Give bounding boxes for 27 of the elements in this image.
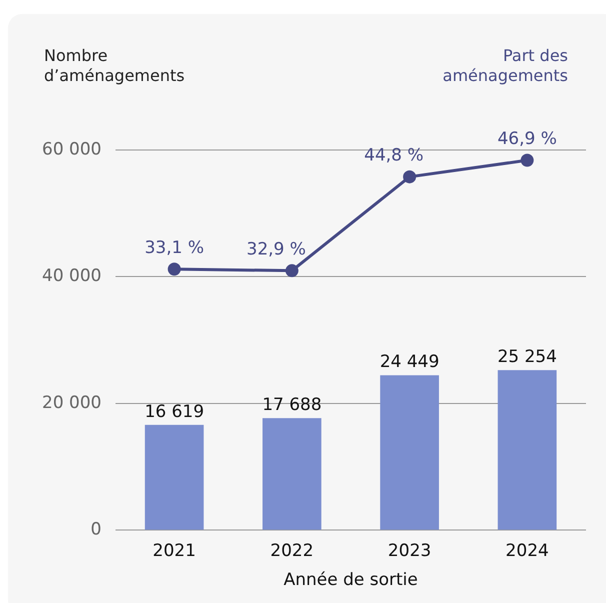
point [520,154,534,167]
y-tick-label: 40 000 [42,266,102,286]
point [403,170,416,184]
y-tick-label: 60 000 [42,139,102,160]
x-tick-label: 2023 [388,540,432,561]
x-tick-label: 2024 [506,540,549,561]
bar [498,370,557,530]
point [168,262,181,276]
data-label: 44,8 % [364,146,424,166]
y2-axis-title: Part des aménagements [442,46,568,86]
data-label: 33,1 % [144,238,204,258]
x-tick-label: 2021 [152,540,196,561]
data-label: 46,9 % [497,129,557,150]
y-axis-title: Nombre d’aménagements [44,46,186,86]
data-label: 16 619 [144,402,204,422]
bar [380,375,439,530]
point [285,264,298,278]
x-axis-title: Année de sortie [284,570,418,590]
data-label: 17 688 [262,395,322,416]
data-label: 24 449 [380,352,440,372]
data-label: 25 254 [497,347,557,368]
data-label: 32,9 % [246,240,306,260]
y-tick-label: 20 000 [42,392,102,413]
bar [262,418,322,530]
x-tick-label: 2022 [270,540,314,561]
bar [144,424,204,530]
y-tick-label: 0 [90,520,102,540]
